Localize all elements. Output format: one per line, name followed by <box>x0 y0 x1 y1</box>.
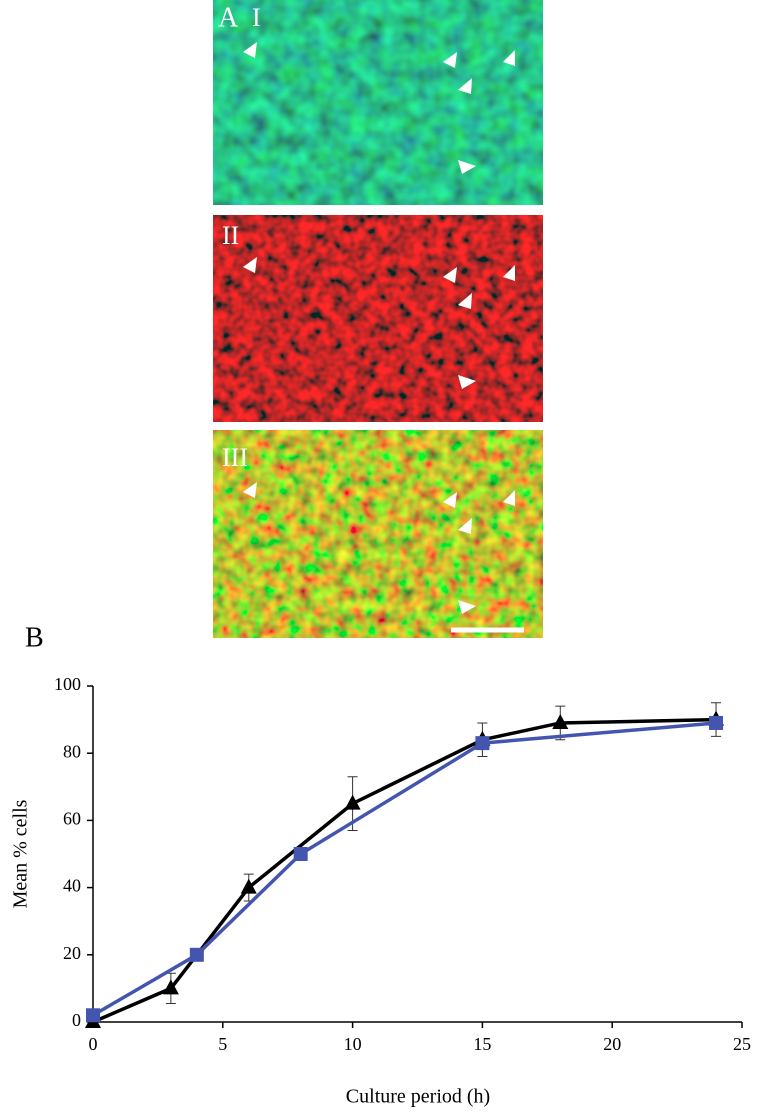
y-tick-label: 40 <box>63 876 81 896</box>
panel-label: B <box>25 622 44 653</box>
marker <box>552 713 569 729</box>
panel-label: A <box>218 2 239 33</box>
marker <box>189 947 204 962</box>
panel-label: I <box>252 3 261 32</box>
marker <box>240 878 257 894</box>
marker <box>475 736 490 751</box>
x-tick-label: 25 <box>733 1034 751 1054</box>
x-tick-label: 15 <box>473 1034 491 1054</box>
marker <box>709 715 724 730</box>
series-line <box>92 721 717 1017</box>
x-tick-label: 10 <box>344 1034 362 1054</box>
y-tick-label: 20 <box>63 943 81 963</box>
panel-label: III <box>222 443 248 472</box>
y-tick-label: 100 <box>54 674 81 694</box>
y-tick-label: 80 <box>63 741 81 761</box>
micrograph-i <box>213 0 543 205</box>
marker <box>86 1008 100 1023</box>
x-tick-label: 0 <box>89 1034 98 1054</box>
y-axis-label: Mean % cells <box>10 799 32 908</box>
marker <box>344 794 361 810</box>
micrograph-ii <box>213 215 543 422</box>
x-tick-label: 20 <box>603 1034 621 1054</box>
y-tick-label: 0 <box>72 1010 81 1030</box>
panel-label: II <box>222 221 239 250</box>
marker <box>293 847 308 861</box>
x-tick-label: 5 <box>218 1034 227 1054</box>
series-line <box>92 717 717 1024</box>
marker <box>162 979 179 995</box>
x-axis-label: Culture period (h) <box>346 1086 490 1108</box>
micrograph-iii <box>213 430 543 638</box>
y-tick-label: 60 <box>63 809 81 829</box>
